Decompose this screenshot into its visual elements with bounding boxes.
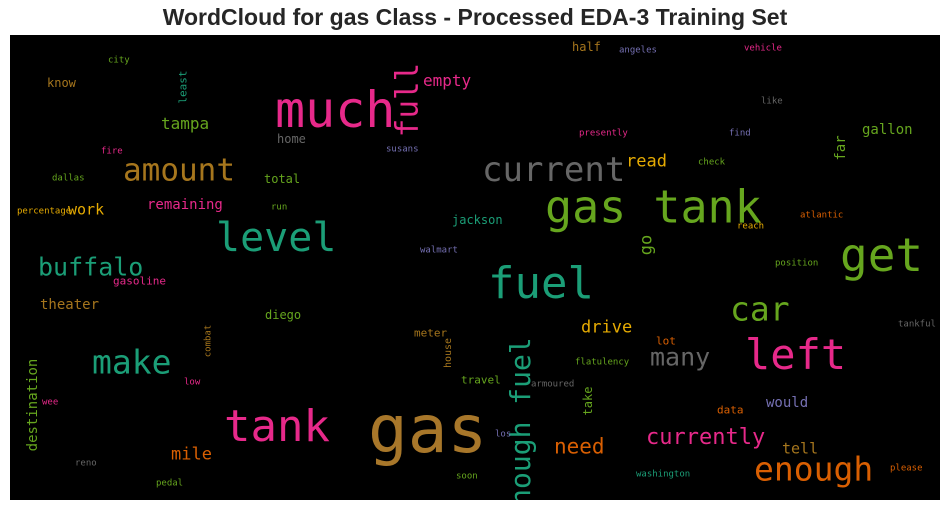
word-wee: wee [42, 397, 59, 408]
word-find: find [729, 128, 751, 139]
word-empty: empty [423, 71, 472, 90]
word-presently: presently [579, 128, 628, 139]
word-gallon: gallon [862, 122, 913, 138]
word-theater: theater [40, 297, 100, 313]
word-dallas: dallas [52, 173, 85, 184]
word-get: get [840, 228, 924, 282]
chart-title: WordCloud for gas Class - Processed EDA-… [162, 4, 788, 30]
word-home: home [277, 132, 306, 146]
word-tell: tell [782, 439, 819, 458]
word-like: like [761, 96, 783, 107]
word-total: total [264, 172, 301, 186]
word-please: please [890, 463, 923, 474]
word-check: check [698, 157, 726, 168]
word-amount: amount [123, 152, 235, 189]
word-house: house [443, 337, 454, 369]
word-work: work [68, 200, 105, 219]
word-meter: meter [414, 326, 448, 340]
word-data: data [717, 403, 744, 417]
word-position: position [775, 258, 819, 269]
word-remaining: remaining [147, 197, 223, 213]
word-susans: susans [386, 144, 419, 155]
word-fire: fire [101, 146, 123, 157]
word-pedal: pedal [156, 478, 184, 489]
word-read: read [626, 151, 667, 172]
word-travel: travel [461, 373, 501, 387]
word-car: car [730, 289, 790, 329]
word-los: los [495, 429, 512, 440]
word-drive: drive [581, 317, 633, 338]
word-city: city [108, 55, 130, 66]
word-gas: gas [368, 391, 488, 468]
word-low: low [184, 377, 201, 388]
word-armoured: armoured [531, 379, 575, 390]
word-buffalo: buffalo [38, 252, 144, 282]
word-fuel: fuel [488, 258, 594, 309]
word-flatulency: flatulency [575, 357, 630, 368]
word-run: run [271, 202, 288, 213]
word-cloud: gas much gas tank tank fuel get level le… [10, 35, 940, 500]
word-far: far [833, 135, 849, 161]
word-enough-fuel: enough fuel [504, 337, 537, 500]
word-mile: mile [171, 444, 212, 465]
word-make: make [92, 342, 172, 382]
word-angeles: angeles [619, 45, 657, 56]
word-percentage: percentage [17, 206, 72, 217]
word-walmart: walmart [420, 245, 458, 256]
word-least: least [176, 70, 190, 104]
word-reach: reach [737, 221, 765, 232]
word-left: left [745, 330, 847, 379]
word-current: current [482, 150, 626, 190]
word-know: know [47, 76, 76, 90]
word-atlantic: atlantic [800, 210, 844, 221]
word-go: go [636, 234, 657, 256]
word-half: half [572, 40, 601, 54]
word-enough: enough [754, 449, 874, 489]
word-reno: reno [75, 458, 97, 469]
word-vehicle: vehicle [744, 43, 782, 54]
word-much: much [275, 81, 396, 139]
word-full: full [389, 62, 426, 138]
word-gas-tank: gas tank [545, 180, 762, 234]
word-take: take [581, 386, 595, 416]
word-gasoline: gasoline [113, 274, 166, 288]
word-currently: currently [646, 425, 766, 450]
word-diego: diego [265, 308, 302, 322]
word-jackson: jackson [452, 213, 503, 227]
word-destination: destination [25, 358, 41, 452]
word-tank: tank [224, 401, 330, 452]
word-soon: soon [456, 471, 478, 482]
word-combat: combat [203, 324, 214, 358]
word-washington: washington [636, 469, 691, 480]
word-level: level [216, 215, 337, 261]
word-tampa: tampa [161, 114, 210, 133]
word-tankful: tankful [898, 319, 936, 330]
word-would: would [766, 395, 809, 411]
word-many: many [650, 342, 711, 372]
word-need: need [554, 434, 605, 459]
word-lot: lot [656, 334, 676, 348]
